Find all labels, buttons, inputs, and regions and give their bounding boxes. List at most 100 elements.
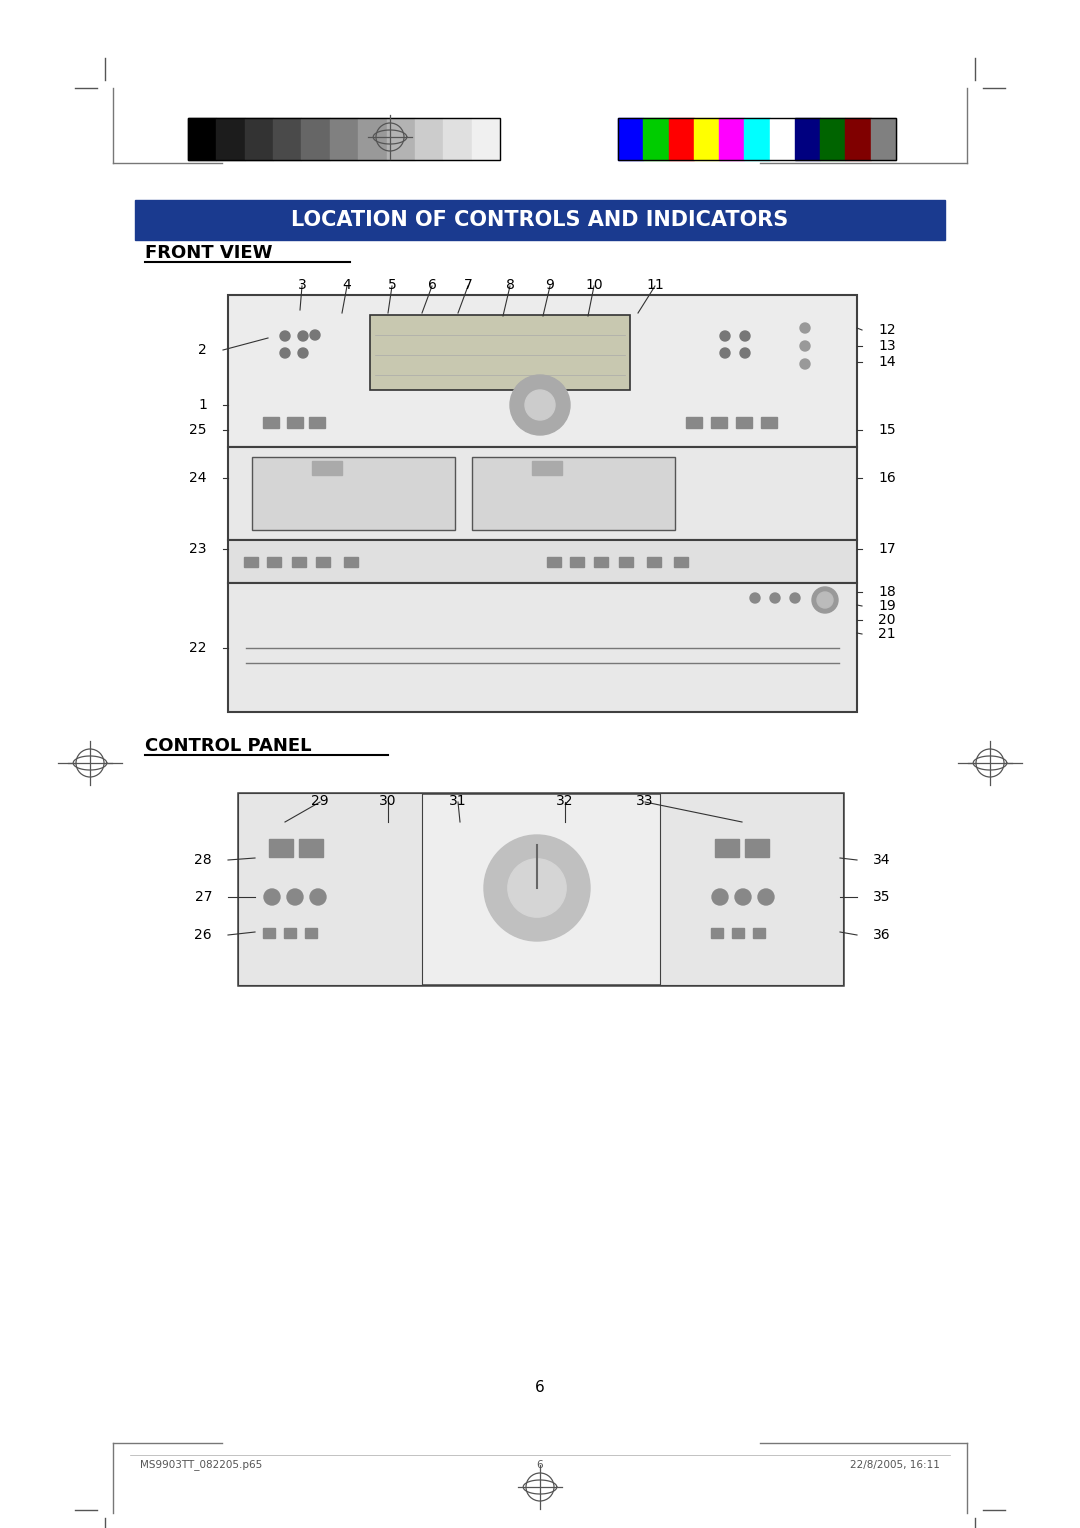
Bar <box>188 118 216 160</box>
Text: 16: 16 <box>878 471 895 484</box>
Text: 5: 5 <box>388 278 396 292</box>
Text: FRONT VIEW: FRONT VIEW <box>145 244 272 261</box>
Bar <box>188 118 500 160</box>
Text: 4: 4 <box>342 278 351 292</box>
Circle shape <box>298 348 308 358</box>
Text: 12: 12 <box>878 322 895 338</box>
Bar <box>745 839 769 857</box>
Circle shape <box>800 322 810 333</box>
Text: MS9903TT_082205.p65: MS9903TT_082205.p65 <box>140 1459 262 1470</box>
Bar <box>546 558 561 567</box>
Text: 13: 13 <box>878 339 895 353</box>
Text: 6: 6 <box>537 1459 543 1470</box>
Bar <box>870 118 896 160</box>
Bar <box>359 118 387 160</box>
Bar <box>618 118 896 160</box>
Text: 35: 35 <box>873 889 891 905</box>
Circle shape <box>510 374 570 435</box>
Bar <box>735 417 752 428</box>
Bar <box>305 927 318 938</box>
Circle shape <box>525 390 555 420</box>
Bar <box>238 793 422 986</box>
Bar <box>594 558 608 567</box>
Bar <box>618 118 644 160</box>
Text: 19: 19 <box>878 599 895 613</box>
Text: 17: 17 <box>878 542 895 556</box>
Circle shape <box>816 591 833 608</box>
Text: 20: 20 <box>878 613 895 626</box>
Bar <box>532 461 562 475</box>
Bar <box>795 118 820 160</box>
Bar <box>267 558 281 567</box>
Text: 23: 23 <box>189 542 207 556</box>
Text: 31: 31 <box>449 795 467 808</box>
Circle shape <box>740 348 750 358</box>
Bar <box>387 118 415 160</box>
Text: 28: 28 <box>194 853 212 866</box>
Circle shape <box>812 587 838 613</box>
Bar <box>686 417 702 428</box>
Text: 24: 24 <box>189 471 207 484</box>
Circle shape <box>310 889 326 905</box>
Bar <box>715 839 739 857</box>
Text: 21: 21 <box>878 626 895 642</box>
Text: 26: 26 <box>194 927 212 941</box>
Bar <box>301 118 329 160</box>
Text: 18: 18 <box>878 585 895 599</box>
Text: LOCATION OF CONTROLS AND INDICATORS: LOCATION OF CONTROLS AND INDICATORS <box>292 209 788 231</box>
Circle shape <box>740 332 750 341</box>
Text: 6: 6 <box>535 1380 545 1395</box>
Bar <box>299 839 323 857</box>
Text: 1: 1 <box>198 397 207 413</box>
Circle shape <box>735 889 751 905</box>
Bar <box>770 118 795 160</box>
Bar <box>245 118 273 160</box>
Text: 25: 25 <box>189 423 207 437</box>
Text: 10: 10 <box>585 278 603 292</box>
Bar <box>472 118 500 160</box>
Text: 7: 7 <box>463 278 472 292</box>
Bar <box>238 793 843 986</box>
Circle shape <box>800 359 810 368</box>
Bar <box>273 118 301 160</box>
Bar <box>711 927 723 938</box>
Circle shape <box>720 332 730 341</box>
Bar <box>329 118 359 160</box>
Bar <box>309 417 325 428</box>
Bar <box>312 461 342 475</box>
Bar <box>644 118 669 160</box>
Text: 22: 22 <box>189 642 207 656</box>
Bar <box>264 927 275 938</box>
Text: 33: 33 <box>636 795 653 808</box>
Bar <box>570 558 584 567</box>
Bar <box>619 558 633 567</box>
Text: 8: 8 <box>505 278 514 292</box>
Circle shape <box>800 341 810 351</box>
Text: 22/8/2005, 16:11: 22/8/2005, 16:11 <box>850 1459 940 1470</box>
Text: 15: 15 <box>878 423 895 437</box>
Bar <box>287 417 303 428</box>
Bar <box>753 927 765 938</box>
Bar <box>415 118 443 160</box>
Bar <box>370 315 630 390</box>
Bar <box>135 200 945 240</box>
Bar <box>228 539 858 584</box>
Text: 30: 30 <box>379 795 396 808</box>
Bar <box>647 558 661 567</box>
Text: 6: 6 <box>428 278 436 292</box>
Circle shape <box>298 332 308 341</box>
Text: 9: 9 <box>545 278 554 292</box>
Circle shape <box>508 859 566 917</box>
Circle shape <box>287 889 303 905</box>
Bar <box>719 118 744 160</box>
Text: 3: 3 <box>298 278 307 292</box>
Bar <box>732 927 744 938</box>
Text: CONTROL PANEL: CONTROL PANEL <box>145 736 311 755</box>
Bar <box>228 448 858 539</box>
Bar <box>820 118 846 160</box>
Bar <box>292 558 306 567</box>
Bar <box>846 118 870 160</box>
Circle shape <box>789 593 800 604</box>
Bar <box>472 457 675 530</box>
Circle shape <box>280 332 291 341</box>
